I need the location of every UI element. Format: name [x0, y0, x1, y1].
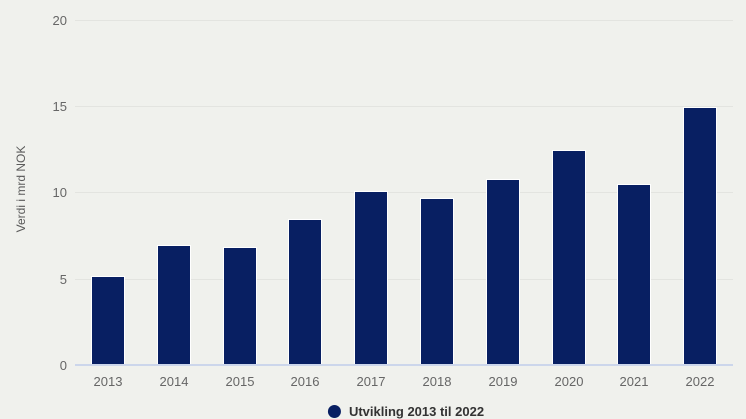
- legend-label: Utvikling 2013 til 2022: [348, 404, 485, 419]
- y-tick-label: 20: [52, 13, 67, 28]
- bar-2021[interactable]: [618, 185, 650, 365]
- x-tick-label: 2015: [225, 374, 255, 389]
- x-tick-label: 2021: [619, 374, 649, 389]
- bar-2020[interactable]: [553, 151, 585, 365]
- gridline: [75, 106, 733, 107]
- y-axis-title: Verdi i mrd NOK: [14, 145, 28, 233]
- gridline: [75, 192, 733, 193]
- bar-2013[interactable]: [92, 277, 124, 365]
- bar-2017[interactable]: [355, 192, 387, 365]
- x-tick-label: 2016: [290, 374, 320, 389]
- y-tick-label: 0: [59, 358, 67, 373]
- x-tick-label: 2019: [488, 374, 518, 389]
- gridline: [75, 279, 733, 280]
- x-tick-label: 2020: [554, 374, 584, 389]
- x-tick-label: 2013: [93, 374, 123, 389]
- bar-2014[interactable]: [158, 246, 190, 365]
- legend-marker-icon: [327, 405, 341, 418]
- bar-2018[interactable]: [421, 199, 453, 365]
- x-tick-label: 2022: [685, 374, 715, 389]
- x-axis-line: [75, 364, 733, 366]
- gridline: [75, 20, 733, 21]
- y-tick-label: 15: [52, 99, 67, 114]
- x-tick-label: 2014: [159, 374, 189, 389]
- bar-2015[interactable]: [224, 248, 256, 365]
- legend-item[interactable]: Utvikling 2013 til 2022: [327, 404, 485, 419]
- y-tick-label: 5: [59, 272, 67, 287]
- bar-2019[interactable]: [487, 180, 519, 365]
- bar-2016[interactable]: [289, 220, 321, 365]
- y-tick-label: 10: [52, 185, 67, 200]
- bar-2022[interactable]: [684, 108, 716, 365]
- x-tick-label: 2017: [356, 374, 386, 389]
- x-tick-label: 2018: [422, 374, 452, 389]
